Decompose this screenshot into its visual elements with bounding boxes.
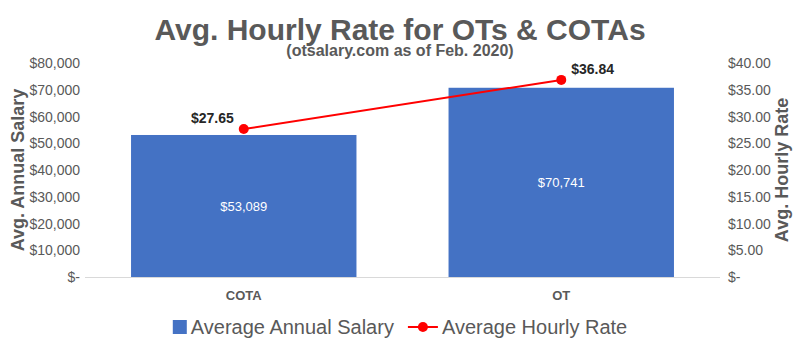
y-tick-label: $80,000 bbox=[29, 55, 80, 71]
bar bbox=[131, 135, 356, 277]
data-label: $53,089 bbox=[220, 199, 267, 214]
y2-tick-label: $40.00 bbox=[728, 55, 771, 71]
chart: Avg. Hourly Rate for OTs & COTAs(otsalar… bbox=[0, 0, 800, 349]
y-tick-label: $20,000 bbox=[29, 216, 80, 232]
line-marker bbox=[239, 124, 249, 134]
y2-tick-label: $15.00 bbox=[728, 189, 771, 205]
y-tick-label: $70,000 bbox=[29, 82, 80, 98]
y2-tick-label: $30.00 bbox=[728, 109, 771, 125]
line bbox=[244, 80, 562, 129]
y-tick-label: $30,000 bbox=[29, 189, 80, 205]
y2-tick-label: $5.00 bbox=[728, 242, 763, 258]
legend-label: Average Hourly Rate bbox=[442, 316, 627, 338]
x-tick-label: COTA bbox=[226, 288, 262, 303]
legend-symbol bbox=[173, 320, 187, 334]
legend-label: Average Annual Salary bbox=[191, 316, 394, 338]
y2-tick-label: $20.00 bbox=[728, 162, 771, 178]
data-labels: $53,089 $70,741 $27.65 $36.84 bbox=[191, 61, 614, 214]
y-tick-label: $60,000 bbox=[29, 109, 80, 125]
y2-tick-label: $- bbox=[728, 269, 741, 285]
y2-tick-label: $35.00 bbox=[728, 82, 771, 98]
bar bbox=[449, 88, 674, 277]
data-label: $27.65 bbox=[191, 110, 234, 126]
line-marker bbox=[556, 75, 566, 85]
y-tick-label: $40,000 bbox=[29, 162, 80, 178]
x-tick-label: OT bbox=[552, 288, 570, 303]
y-tick-label: $10,000 bbox=[29, 242, 80, 258]
legend-item: Average Hourly Rate bbox=[408, 316, 627, 338]
data-label: $36.84 bbox=[571, 61, 614, 77]
y2-tick-label: $25.00 bbox=[728, 135, 771, 151]
legend: Average Annual Salary Average Hourly Rate bbox=[173, 316, 627, 338]
y-tick-label: $- bbox=[68, 269, 81, 285]
data-label: $70,741 bbox=[538, 175, 585, 190]
plot-area bbox=[131, 75, 674, 277]
y2-tick-label: $10.00 bbox=[728, 216, 771, 232]
y-axis-title: Avg. Annual Salary bbox=[8, 89, 28, 252]
legend-symbol bbox=[418, 322, 428, 332]
y-tick-label: $50,000 bbox=[29, 135, 80, 151]
y2-axis-title: Avg. Hourly Rate bbox=[772, 98, 792, 242]
subtitle: (otsalary.com as of Feb. 2020) bbox=[286, 42, 513, 59]
x-axis-line bbox=[85, 277, 720, 278]
legend-item: Average Annual Salary bbox=[173, 316, 394, 338]
